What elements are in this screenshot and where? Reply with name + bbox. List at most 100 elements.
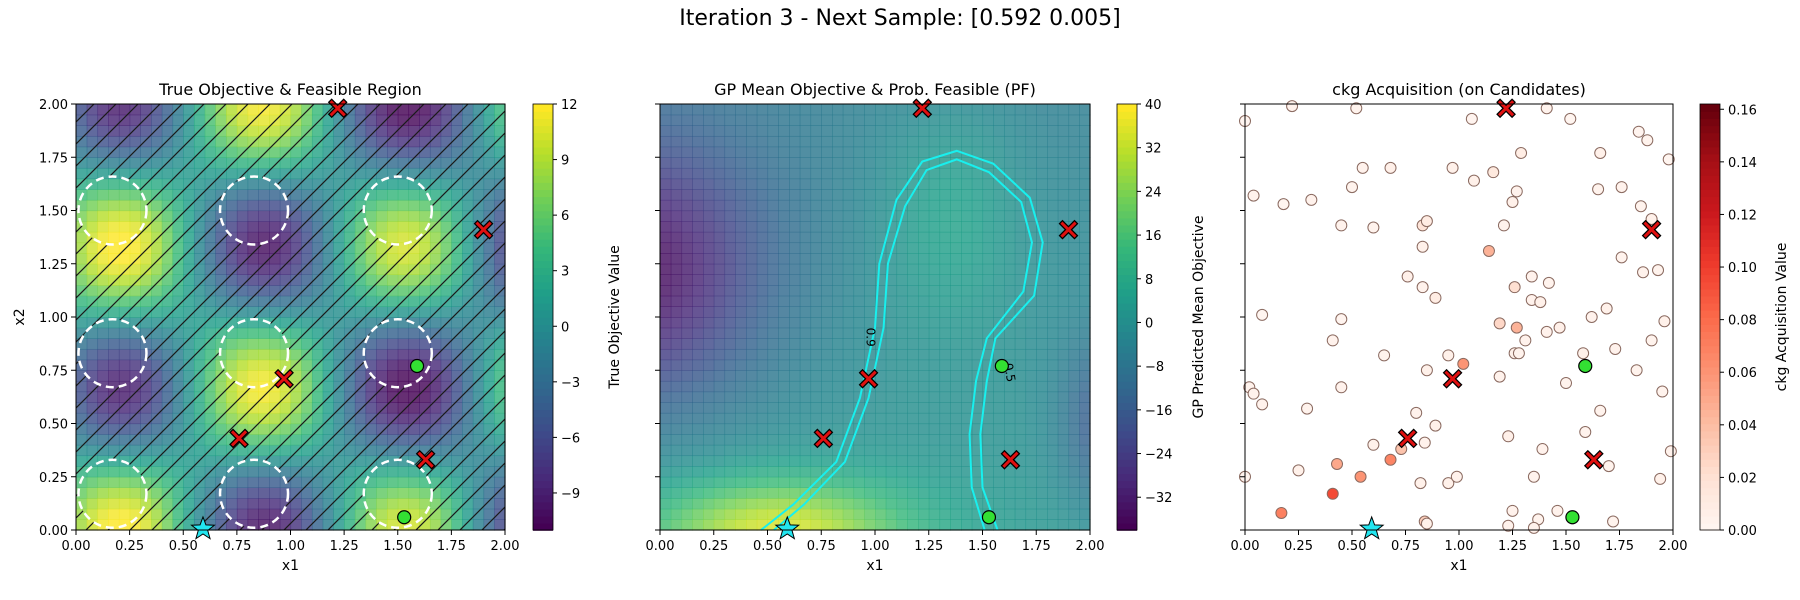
colorbar-cell xyxy=(1700,508,1720,517)
field-cell xyxy=(875,178,887,190)
field-cell xyxy=(896,274,908,286)
field-cell xyxy=(950,359,962,371)
field-cell xyxy=(1047,338,1059,350)
field-cell xyxy=(810,327,822,339)
field-cell xyxy=(939,285,951,297)
field-cell xyxy=(982,380,994,393)
field-cell xyxy=(896,242,908,254)
field-cell xyxy=(1014,434,1027,446)
field-cell xyxy=(681,317,693,329)
field-cell xyxy=(681,455,693,467)
candidate-point xyxy=(1384,161,1397,174)
field-cell xyxy=(928,210,941,222)
candidate-point xyxy=(1467,174,1480,187)
field-cell xyxy=(971,242,984,254)
field-cell xyxy=(896,125,908,137)
field-cell xyxy=(756,359,769,371)
field-cell xyxy=(735,263,747,275)
field-cell xyxy=(993,466,1005,478)
field-cell xyxy=(703,231,715,244)
field-cell xyxy=(885,498,898,510)
field-cell xyxy=(885,487,898,499)
field-cell xyxy=(885,519,898,531)
field-cell xyxy=(842,402,855,414)
field-cell xyxy=(735,317,747,329)
field-cell xyxy=(735,412,747,425)
field-cell xyxy=(907,285,919,297)
axes-frame xyxy=(1244,103,1674,531)
field-cell xyxy=(660,487,672,499)
field-cell xyxy=(961,327,973,339)
field-cell xyxy=(1004,508,1016,520)
field-cell xyxy=(778,157,790,169)
field-cell xyxy=(950,466,962,478)
colorbar-cell xyxy=(1700,473,1720,482)
field-cell xyxy=(907,380,919,393)
field-cell xyxy=(842,498,855,510)
field-cell xyxy=(1014,146,1027,158)
candidate-point xyxy=(1502,430,1515,443)
field-cell xyxy=(789,189,801,201)
field-cell xyxy=(670,476,683,488)
field-cell xyxy=(885,327,898,339)
field-cell xyxy=(864,125,876,137)
field-cell xyxy=(746,104,758,116)
field-cell xyxy=(670,327,683,339)
field-cell xyxy=(961,231,973,244)
field-cell xyxy=(928,285,941,297)
field-cell xyxy=(746,359,758,371)
colorbar-cell xyxy=(1700,231,1720,240)
field-cell xyxy=(864,242,876,254)
colorbar-cell xyxy=(1117,409,1137,418)
field-cell xyxy=(1068,253,1080,265)
field-cell xyxy=(767,423,779,435)
field-cell xyxy=(885,178,898,190)
field-cell xyxy=(756,285,769,297)
field-cell xyxy=(907,402,919,414)
colorbar-cell xyxy=(1117,459,1137,467)
field-cell xyxy=(1047,487,1059,499)
candidate-point xyxy=(1354,470,1367,483)
field-cell xyxy=(660,327,672,339)
field-cell xyxy=(961,380,973,393)
field-cell xyxy=(939,242,951,254)
field-cell xyxy=(1079,104,1091,116)
y-tick-label: 0.25 xyxy=(39,471,68,486)
colorbar-cell xyxy=(1700,430,1720,439)
field-cell xyxy=(961,167,973,180)
field-cell xyxy=(1025,157,1037,169)
colorbar-tick-label: 0.16 xyxy=(1728,103,1757,118)
field-cell xyxy=(789,295,801,307)
field-cell xyxy=(1057,519,1070,531)
field-cell xyxy=(703,317,715,329)
candidate-point xyxy=(1551,504,1564,517)
candidate-point xyxy=(1579,426,1592,439)
colorbar-cell xyxy=(1700,132,1720,141)
feasible-point xyxy=(994,358,1009,374)
field-cell xyxy=(821,231,833,244)
field-cell xyxy=(1047,508,1059,520)
field-cell xyxy=(1057,167,1070,180)
field-cell xyxy=(842,380,855,393)
field-cell xyxy=(896,104,908,116)
field-cell xyxy=(1079,380,1091,393)
field-cell xyxy=(681,423,693,435)
field-cell xyxy=(810,135,822,148)
field-cell xyxy=(832,274,844,286)
field-cell xyxy=(939,487,951,499)
field-cell xyxy=(832,434,844,446)
field-cell xyxy=(832,412,844,425)
x-tick-label: 1.75 xyxy=(437,539,466,554)
field-cell xyxy=(681,157,693,169)
candidate-point xyxy=(1637,266,1650,279)
field-cell xyxy=(907,210,919,222)
field-cell xyxy=(896,231,908,244)
field-cell xyxy=(735,242,747,254)
colorbar-cell xyxy=(533,430,553,439)
field-cell xyxy=(842,306,855,318)
field-cell xyxy=(1079,476,1091,488)
field-cell xyxy=(864,135,876,148)
field-cell xyxy=(821,391,833,403)
candidate-point xyxy=(1506,195,1519,208)
field-cell xyxy=(789,167,801,180)
